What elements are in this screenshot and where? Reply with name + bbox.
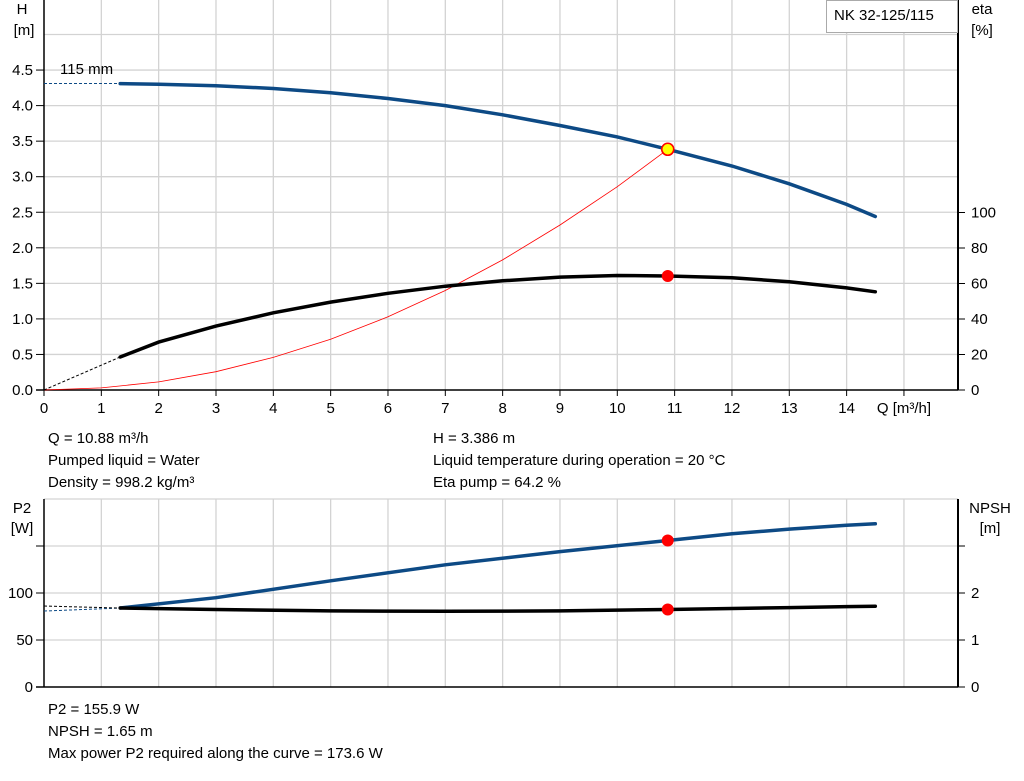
y-left-tick-label: 4.5 [12,62,33,79]
x-tick-label: 11 [667,400,683,417]
info-max-power: Max power P2 required along the curve = … [48,745,383,762]
y-left-axis-unit: [m] [14,22,35,39]
system-curve [43,148,669,391]
y-right-tick-label: 40 [971,311,988,328]
y-right-tick-label: 0 [971,679,979,696]
y-left-tick-label: 2.0 [12,240,33,257]
x-tick-label: 7 [441,400,449,417]
x-tick-label: 9 [556,400,564,417]
x-tick-label: 13 [781,400,798,417]
y-left-tick-label: 50 [16,632,33,649]
y-right-axis-title: NPSH [969,500,1011,517]
x-tick-label: 4 [269,400,277,417]
efficiency-curve [118,273,878,359]
info-p2: P2 = 155.9 W [48,701,140,718]
info-density: Density = 998.2 kg/m³ [48,474,195,491]
x-tick-label: 10 [609,400,626,417]
y-right-axis-unit: [%] [971,22,993,39]
y-left-tick-label: 2.5 [12,204,33,221]
y-right-tick-label: 60 [971,276,988,293]
info-npsh: NPSH = 1.65 m [48,723,153,740]
y-right-tick-label: 80 [971,240,988,257]
head-curve [118,81,878,219]
y-right-tick-label: 20 [971,347,988,364]
duty-point-power [661,534,674,547]
x-tick-label: 14 [838,400,855,417]
y-left-tick-label: 1.0 [12,311,33,328]
info-head: H = 3.386 m [433,430,516,447]
info-eta: Eta pump = 64.2 % [433,474,561,491]
x-tick-label: 3 [212,400,220,417]
y-right-axis-unit: [m] [980,520,1001,537]
y-left-tick-label: 3.5 [12,133,33,150]
y-left-tick-label: 100 [8,585,33,602]
info-top-right: H = 3.386 m Liquid temperature during op… [433,428,725,494]
y-right-tick-label: 0 [971,382,979,399]
duty-point-efficiency [661,270,674,283]
y-left-tick-label: 3.0 [12,169,33,186]
x-axis-label: Q [m³/h] [877,400,931,417]
x-tick-label: 5 [326,400,334,417]
duty-point-npsh [661,603,674,616]
y-right-tick-label: 1 [971,632,979,649]
power-curve [118,522,878,610]
y-right-tick-label: 100 [971,205,996,222]
y-left-axis-unit: [W] [11,520,34,537]
impeller-label: 115 mm [60,61,113,78]
y-left-tick-label: 0.5 [12,346,33,363]
y-left-tick-label: 0 [25,679,33,696]
legend-box [826,0,958,33]
y-right-axis-title: eta [972,1,994,18]
x-tick-label: 6 [384,400,392,417]
npsh-curve-extrapolation [43,605,121,609]
x-tick-label: 1 [97,400,105,417]
power-curve-extrapolation [43,607,121,612]
info-flow: Q = 10.88 m³/h [48,430,149,447]
duty-point-head [660,142,675,157]
x-tick-label: 2 [154,400,162,417]
y-right-tick-label: 2 [971,585,979,602]
info-bottom: P2 = 155.9 W NPSH = 1.65 m Max power P2 … [48,699,383,765]
x-tick-label: 8 [498,400,506,417]
legend-box-label: NK 32-125/115 [834,7,934,24]
info-top-left: Q = 10.88 m³/h Pumped liquid = Water Den… [48,428,200,494]
info-temperature: Liquid temperature during operation = 20… [433,452,726,469]
y-left-axis-title: P2 [13,500,31,517]
efficiency-curve-extrapolation [43,356,121,391]
npsh-curve [118,604,878,614]
info-liquid: Pumped liquid = Water [48,452,200,469]
y-left-tick-label: 4.0 [12,98,33,115]
x-tick-label: 0 [40,400,48,417]
x-tick-label: 12 [724,400,741,417]
y-left-axis-title: H [17,1,28,18]
y-left-tick-label: 1.5 [12,275,33,292]
y-left-tick-label: 0.0 [12,382,33,399]
